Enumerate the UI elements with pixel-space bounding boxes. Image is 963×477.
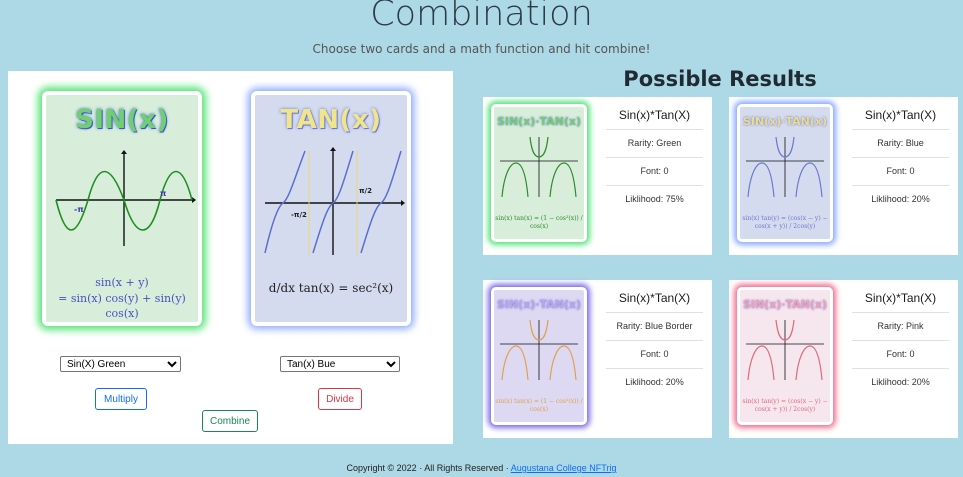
combine-button[interactable]: Combine bbox=[202, 410, 258, 432]
tan-graph: -π/2 π/2 bbox=[264, 147, 405, 255]
result-name: Sin(x)*Tan(X) bbox=[618, 291, 691, 305]
footer-link[interactable]: Augustana College NFTrig bbox=[510, 463, 617, 473]
result-card[interactable]: SIN(x)·TAN(x) sin(x) tan(x) = (1 − cos²(… bbox=[483, 97, 712, 255]
footer: Copyright © 2022 · All Rights Reserved ·… bbox=[0, 463, 963, 473]
combination-panel: SIN(x) -π π sin(x + y) = sin(x) cos(y) +… bbox=[8, 71, 453, 444]
result-card-art-name: SIN(x)·TAN(x) bbox=[742, 115, 828, 128]
result-card[interactable]: SIN(x)·TAN(x) sin(x) tan(x) = (1 − cos²(… bbox=[483, 280, 712, 438]
sin-neg-pi-label: -π bbox=[74, 205, 84, 214]
result-name: Sin(x)*Tan(X) bbox=[618, 108, 691, 122]
result-card-art-formula: sin(x) tan(y) = (cos(x − y) − cos(x + y)… bbox=[742, 398, 828, 413]
result-font: Font: 0 bbox=[852, 157, 949, 185]
result-font: Font: 0 bbox=[606, 340, 703, 368]
result-card-art-formula: sin(x) tan(y) = (cos(x − y) − cos(x + y)… bbox=[742, 215, 828, 230]
page-title: Combination bbox=[370, 0, 593, 34]
result-card-art-name: SIN(x)·TAN(x) bbox=[496, 298, 582, 311]
footer-copyright: Copyright © 2022 · All Rights Reserved · bbox=[346, 463, 511, 473]
result-graph bbox=[500, 136, 578, 198]
result-card-art-name: SIN(x)·TAN(x) bbox=[742, 298, 828, 311]
tan-card[interactable]: TAN(x) -π/2 π/2 d/dx tan(x) = sec²(x) bbox=[251, 91, 411, 326]
result-name: Sin(x)*Tan(X) bbox=[864, 291, 937, 305]
result-graph bbox=[500, 319, 578, 381]
result-rarity: Rarity: Pink bbox=[852, 312, 949, 340]
result-name: Sin(x)*Tan(X) bbox=[864, 108, 937, 122]
sin-graph: -π π bbox=[55, 150, 196, 246]
multiply-button[interactable]: Multiply bbox=[95, 388, 147, 410]
result-card[interactable]: SIN(x)·TAN(x) sin(x) tan(y) = (cos(x − y… bbox=[729, 97, 958, 255]
page-subtitle: Choose two cards and a math function and… bbox=[312, 42, 651, 56]
divide-button[interactable]: Divide bbox=[318, 388, 362, 410]
result-card-art: SIN(x)·TAN(x) sin(x) tan(y) = (cos(x − y… bbox=[737, 104, 833, 242]
results-title: Possible Results bbox=[623, 67, 817, 91]
result-card[interactable]: SIN(x)·TAN(x) sin(x) tan(y) = (cos(x − y… bbox=[729, 280, 958, 438]
result-rarity: Rarity: Blue bbox=[852, 129, 949, 157]
result-card-art-formula: sin(x) tan(x) = (1 − cos²(x)) / cos(x) bbox=[495, 215, 583, 230]
result-card-art: SIN(x)·TAN(x) sin(x) tan(x) = (1 − cos²(… bbox=[491, 287, 587, 425]
left-card-select[interactable]: Sin(X) Green bbox=[60, 356, 181, 372]
right-card-select[interactable]: Tan(x) Bue bbox=[280, 356, 400, 372]
result-rarity: Rarity: Blue Border bbox=[606, 312, 703, 340]
tan-neg-half-pi-label: -π/2 bbox=[291, 211, 307, 219]
result-graph bbox=[746, 319, 824, 381]
result-font: Font: 0 bbox=[606, 157, 703, 185]
sin-formula-line1: sin(x + y) bbox=[95, 276, 149, 289]
sin-pi-label: π bbox=[160, 189, 166, 198]
result-font: Font: 0 bbox=[852, 340, 949, 368]
result-likelihood: Liklihood: 20% bbox=[606, 368, 703, 396]
result-likelihood: Liklihood: 20% bbox=[852, 185, 949, 213]
result-info: Sin(x)*Tan(X) Rarity: Pink Font: 0 Likli… bbox=[852, 290, 949, 396]
sin-card[interactable]: SIN(x) -π π sin(x + y) = sin(x) cos(y) +… bbox=[42, 91, 202, 326]
result-rarity: Rarity: Green bbox=[606, 129, 703, 157]
tan-half-pi-label: π/2 bbox=[359, 187, 372, 195]
result-graph bbox=[746, 136, 824, 198]
result-likelihood: Liklihood: 20% bbox=[852, 368, 949, 396]
result-info: Sin(x)*Tan(X) Rarity: Green Font: 0 Likl… bbox=[606, 107, 703, 213]
result-card-art: SIN(x)·TAN(x) sin(x) tan(y) = (cos(x − y… bbox=[737, 287, 833, 425]
tan-formula: d/dx tan(x) = sec²(x) bbox=[268, 281, 394, 295]
result-card-art: SIN(x)·TAN(x) sin(x) tan(x) = (1 − cos²(… bbox=[491, 104, 587, 242]
result-info: Sin(x)*Tan(X) Rarity: Blue Border Font: … bbox=[606, 290, 703, 396]
result-card-art-formula: sin(x) tan(x) = (1 − cos²(x)) / cos(x) bbox=[495, 398, 583, 413]
sin-card-name: SIN(x) bbox=[75, 105, 169, 135]
result-card-art-name: SIN(x)·TAN(x) bbox=[496, 115, 582, 128]
sin-formula-line2: = sin(x) cos(y) + sin(y) cos(x) bbox=[58, 292, 186, 320]
result-likelihood: Liklihood: 75% bbox=[606, 185, 703, 213]
result-info: Sin(x)*Tan(X) Rarity: Blue Font: 0 Likli… bbox=[852, 107, 949, 213]
tan-card-name: TAN(x) bbox=[280, 105, 382, 135]
